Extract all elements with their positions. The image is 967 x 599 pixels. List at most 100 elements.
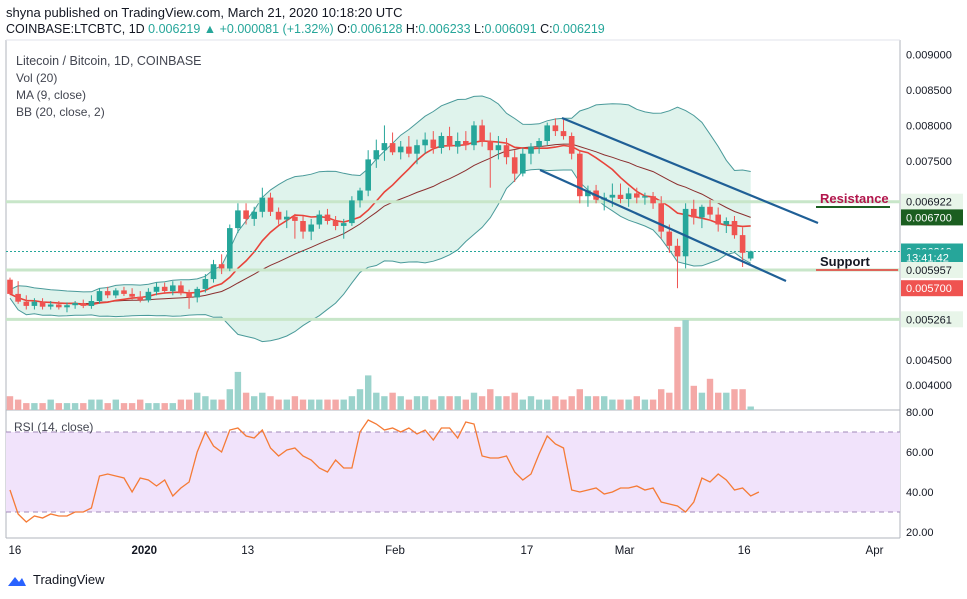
- candle-body: [634, 193, 640, 198]
- candle-body: [324, 214, 331, 221]
- legend-bb[interactable]: BB (20, close, 2): [16, 105, 105, 119]
- price-label-box: [901, 209, 963, 226]
- volume-bar: [23, 403, 30, 410]
- volume-bar: [381, 396, 388, 410]
- volume-bar: [161, 403, 168, 410]
- publish-info: shyna published on TradingView.com, Marc…: [6, 5, 403, 20]
- candle-body: [96, 291, 103, 301]
- candle-body: [715, 214, 721, 225]
- volume-bar: [308, 399, 315, 410]
- rsi-legend[interactable]: RSI (14, close): [14, 420, 94, 434]
- legend-vol[interactable]: Vol (20): [16, 71, 58, 85]
- candle-body: [609, 194, 616, 198]
- rsi-tick-label: 40.00: [906, 487, 934, 499]
- volume-bar: [316, 399, 323, 410]
- volume-bar: [462, 399, 469, 410]
- candle-body: [560, 131, 567, 137]
- candle-body: [267, 197, 274, 212]
- candle-body: [520, 153, 526, 174]
- candle-body: [292, 216, 298, 221]
- volume-bar: [14, 399, 22, 410]
- volume-bar: [674, 326, 681, 410]
- candle-body: [316, 214, 323, 225]
- bollinger-fill: [10, 96, 751, 342]
- volume-bar: [145, 403, 152, 410]
- candle-body: [235, 210, 241, 229]
- close-value: 0.006219: [552, 22, 605, 36]
- volume-bar: [666, 392, 673, 410]
- candle-body: [357, 190, 363, 201]
- candle-body: [617, 194, 624, 199]
- volume-bar: [715, 392, 722, 410]
- price-tick-label: 0.007500: [906, 156, 952, 168]
- candle-body: [471, 125, 477, 146]
- candle-body: [88, 301, 95, 306]
- volume-bar: [218, 399, 225, 410]
- candle-body: [210, 264, 217, 280]
- volume-bar: [454, 396, 461, 410]
- price-label-text: 0.005700: [906, 283, 952, 295]
- tradingview-brand: TradingView: [33, 572, 105, 587]
- price-label-text: 0.005261: [906, 314, 952, 326]
- candle-body: [552, 125, 559, 132]
- candle-body: [658, 203, 664, 232]
- candle-body: [308, 224, 314, 232]
- candle-body: [528, 146, 534, 154]
- price-tick-label: 0.004500: [906, 355, 952, 367]
- volume-bar: [96, 399, 103, 410]
- volume-bar: [226, 389, 233, 410]
- candle-body: [406, 146, 412, 154]
- tradingview-cloud-icon: [8, 576, 26, 586]
- rsi-line: [9, 419, 760, 523]
- candle-body: [495, 145, 502, 151]
- time-tick-label: Apr: [866, 545, 884, 557]
- volume-bar: [568, 396, 575, 410]
- tradingview-logo[interactable]: TradingView: [6, 572, 105, 587]
- volume-bar: [332, 399, 339, 410]
- volume-bar: [389, 392, 396, 410]
- candle-body: [284, 216, 290, 220]
- time-tick-label: Feb: [385, 545, 405, 557]
- price-label-text: 0.006922: [906, 197, 952, 209]
- candle-body: [577, 153, 583, 197]
- volume-bar: [397, 396, 404, 410]
- candle-body: [642, 196, 648, 198]
- channel-lower-line: [539, 168, 787, 283]
- volume-bar: [348, 396, 356, 410]
- rsi-tick-label: 80.00: [906, 407, 934, 419]
- volume-bar: [128, 403, 136, 410]
- volume-bar: [324, 399, 331, 410]
- volume-bar: [340, 399, 347, 410]
- price-label-text: 0.006700: [906, 212, 952, 224]
- candle-body: [349, 200, 355, 224]
- volume-bar: [503, 396, 510, 410]
- volume-bar: [71, 403, 79, 410]
- candle-body: [544, 125, 550, 141]
- price-label-box: [901, 280, 963, 297]
- resistance-label: Resistance: [820, 191, 889, 206]
- volume-bar: [478, 396, 486, 410]
- candle-body: [691, 208, 697, 218]
- candle-body: [137, 296, 143, 301]
- candle-body: [365, 159, 371, 191]
- candle-body: [251, 211, 257, 219]
- candle-body: [23, 301, 30, 306]
- volume-bar: [373, 392, 380, 410]
- candle-body: [227, 228, 233, 269]
- legend-ma[interactable]: MA (9, close): [16, 88, 87, 102]
- volume-bar: [487, 389, 494, 410]
- bollinger-lower: [9, 168, 751, 343]
- volume-bar: [601, 396, 608, 410]
- candle-body: [674, 245, 681, 257]
- high-value: 0.006233: [418, 22, 471, 36]
- candle-body: [259, 197, 266, 212]
- volume-bar: [535, 399, 543, 410]
- volume-bar: [690, 385, 697, 410]
- candle-body: [585, 190, 591, 197]
- volume-bar: [592, 396, 600, 410]
- volume-bar: [609, 399, 616, 410]
- time-tick-label: 16: [9, 545, 22, 557]
- candle-body: [747, 251, 754, 259]
- open-label: O:: [337, 22, 351, 36]
